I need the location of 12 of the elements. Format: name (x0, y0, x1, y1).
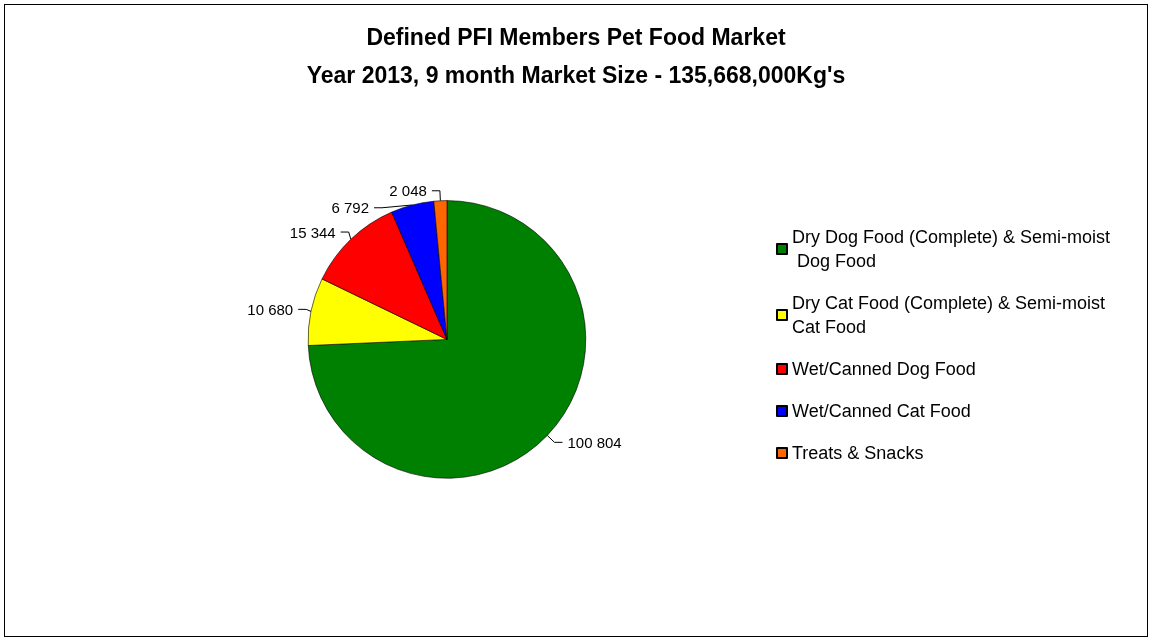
data-label: 100 804 (567, 433, 622, 451)
chart-title: Defined PFI Members Pet Food Market (366, 24, 786, 50)
legend-label: Wet/Canned Cat Food (792, 401, 971, 421)
data-label: 6 792 (331, 199, 370, 217)
legend-label: Dry Cat Food (Complete) & Semi-moist Cat Food (792, 293, 1111, 337)
legend-label: Treats & Snacks (792, 443, 924, 463)
data-label: 15 344 (289, 223, 336, 241)
legend-label: Dry Dog Food (Complete) & Semi-moist Dog Food (792, 227, 1111, 271)
chart-subtitle: Year 2013, 9 month Market Size - 135,668,000Kg's (306, 62, 846, 88)
data-label: 10 680 (247, 300, 294, 318)
legend-label: Wet/Canned Dog Food (792, 359, 976, 379)
data-label: 2 048 (389, 182, 427, 200)
